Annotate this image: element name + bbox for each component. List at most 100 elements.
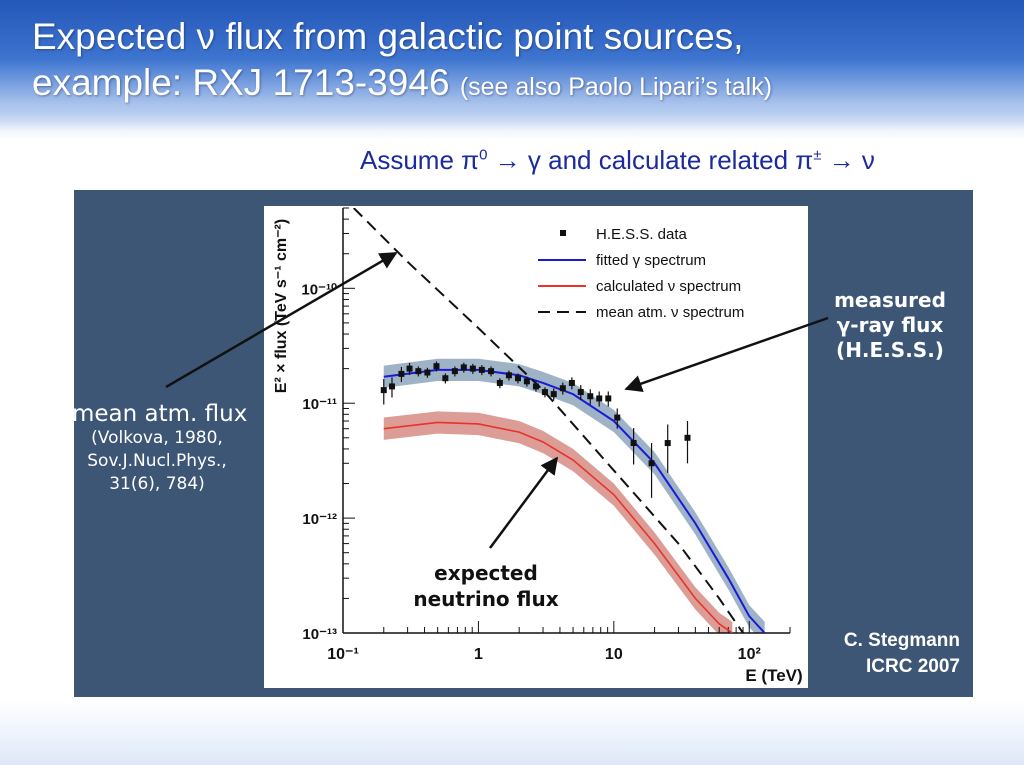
point-marker bbox=[398, 370, 405, 377]
data-point bbox=[587, 389, 594, 405]
y-tick-label: 10⁻¹¹ bbox=[302, 396, 337, 413]
y-tick-label: 10⁻¹³ bbox=[302, 626, 337, 643]
x-tick-label: 10 bbox=[605, 646, 623, 663]
subtitle-sup2: ± bbox=[813, 146, 822, 164]
legend-item: calculated ν spectrum bbox=[538, 278, 741, 295]
data-point bbox=[568, 377, 575, 390]
point-marker bbox=[406, 365, 413, 372]
data-point bbox=[451, 366, 458, 377]
annotation-expected: expected neutrino flux bbox=[400, 560, 572, 612]
data-point bbox=[380, 378, 387, 405]
arrow-mean-atm bbox=[165, 251, 398, 389]
data-point bbox=[630, 428, 637, 465]
data-point bbox=[433, 361, 440, 372]
mean-title: mean atm. flux bbox=[72, 401, 248, 427]
point-marker bbox=[684, 434, 691, 441]
point-marker bbox=[433, 363, 440, 370]
x-tick-label: 1 bbox=[474, 646, 483, 663]
point-marker bbox=[496, 379, 503, 386]
title-note: (see also Paolo Lipari’s talk) bbox=[459, 73, 773, 101]
point-marker bbox=[577, 389, 584, 396]
subtitle-part3: → ν bbox=[821, 145, 875, 175]
point-marker bbox=[532, 383, 539, 390]
x-tick-label: 10² bbox=[738, 646, 761, 663]
point-marker bbox=[451, 368, 458, 375]
point-marker bbox=[559, 385, 566, 392]
point-marker bbox=[605, 395, 612, 402]
data-point bbox=[532, 381, 539, 392]
data-point bbox=[424, 367, 431, 378]
point-marker bbox=[523, 378, 530, 385]
measured-line3: (H.E.S.S.) bbox=[836, 338, 944, 362]
legend-item: fitted γ spectrum bbox=[538, 252, 706, 269]
point-marker bbox=[460, 364, 467, 371]
data-point bbox=[559, 382, 566, 395]
slide-title: Expected ν flux from galactic point sour… bbox=[32, 14, 992, 110]
legend-label: fitted γ spectrum bbox=[596, 252, 706, 269]
annotation-mean-atm: mean atm. flux (Volkova, 1980, Sov.J.Nuc… bbox=[72, 401, 248, 496]
title-line2: example: RXJ 1713-3946 bbox=[32, 62, 450, 103]
point-marker bbox=[550, 391, 557, 398]
point-marker bbox=[568, 379, 575, 386]
point-marker bbox=[587, 393, 594, 400]
title-band bbox=[0, 0, 1024, 130]
arrow-measured bbox=[624, 316, 829, 393]
point-marker bbox=[648, 460, 655, 467]
data-point bbox=[596, 391, 603, 407]
credit-line2: ICRC 2007 bbox=[866, 656, 960, 677]
credit: C. Stegmann ICRC 2007 bbox=[812, 628, 960, 680]
point-marker bbox=[415, 368, 422, 375]
data-point bbox=[684, 421, 691, 464]
series-line-nu bbox=[383, 421, 733, 633]
data-point bbox=[488, 366, 495, 377]
point-marker bbox=[488, 368, 495, 375]
title-line1: Expected ν flux from galactic point sour… bbox=[32, 16, 744, 57]
legend-item: mean atm. ν spectrum bbox=[538, 304, 744, 321]
measured-line2: γ-ray flux bbox=[836, 313, 944, 337]
data-point bbox=[614, 408, 621, 429]
mean-ref3: 31(6), 784) bbox=[109, 474, 205, 494]
point-marker bbox=[614, 414, 621, 421]
data-point bbox=[388, 377, 395, 398]
legend-label: H.E.S.S. data bbox=[596, 226, 688, 243]
data-point bbox=[406, 362, 413, 375]
point-marker bbox=[664, 440, 671, 447]
data-point bbox=[523, 376, 530, 387]
y-tick-label: 10⁻¹⁰ bbox=[301, 281, 337, 298]
point-marker bbox=[505, 372, 512, 379]
data-point bbox=[664, 424, 671, 473]
point-marker bbox=[478, 366, 485, 373]
point-marker bbox=[424, 369, 431, 376]
arrow-expected bbox=[488, 456, 559, 549]
data-point bbox=[550, 388, 557, 401]
subtitle-part1: Assume π bbox=[360, 145, 480, 175]
slide-subtitle: Assume π0 → γ and calculate related π± →… bbox=[360, 145, 875, 176]
data-point bbox=[605, 391, 612, 407]
y-axis-label: E² × flux (TeV s⁻¹ cm⁻²) bbox=[273, 219, 290, 393]
point-marker bbox=[469, 365, 476, 372]
data-point bbox=[648, 443, 655, 498]
point-marker bbox=[630, 440, 637, 447]
subtitle-sup1: 0 bbox=[479, 146, 488, 164]
point-marker bbox=[541, 389, 548, 396]
mean-ref2: Sov.J.Nucl.Phys., bbox=[87, 451, 227, 471]
data-point bbox=[514, 373, 521, 384]
point-marker bbox=[380, 387, 387, 394]
subtitle-part2: → γ and calculate related π bbox=[487, 145, 814, 175]
data-point bbox=[505, 370, 512, 381]
point-marker bbox=[442, 375, 449, 382]
annotation-measured: measured γ-ray flux (H.E.S.S.) bbox=[822, 288, 958, 363]
expected-line2: neutrino flux bbox=[413, 587, 559, 611]
data-point bbox=[442, 373, 449, 384]
legend-label: mean atm. ν spectrum bbox=[596, 304, 744, 321]
point-marker bbox=[514, 375, 521, 382]
mean-ref1: (Volkova, 1980, bbox=[91, 428, 223, 448]
x-axis-label: E (TeV) bbox=[745, 666, 802, 685]
credit-line1: C. Stegmann bbox=[843, 630, 960, 651]
measured-line1: measured bbox=[834, 288, 946, 312]
data-point bbox=[415, 366, 422, 377]
data-point bbox=[469, 363, 476, 374]
data-point bbox=[460, 362, 467, 373]
data-point bbox=[478, 365, 485, 376]
